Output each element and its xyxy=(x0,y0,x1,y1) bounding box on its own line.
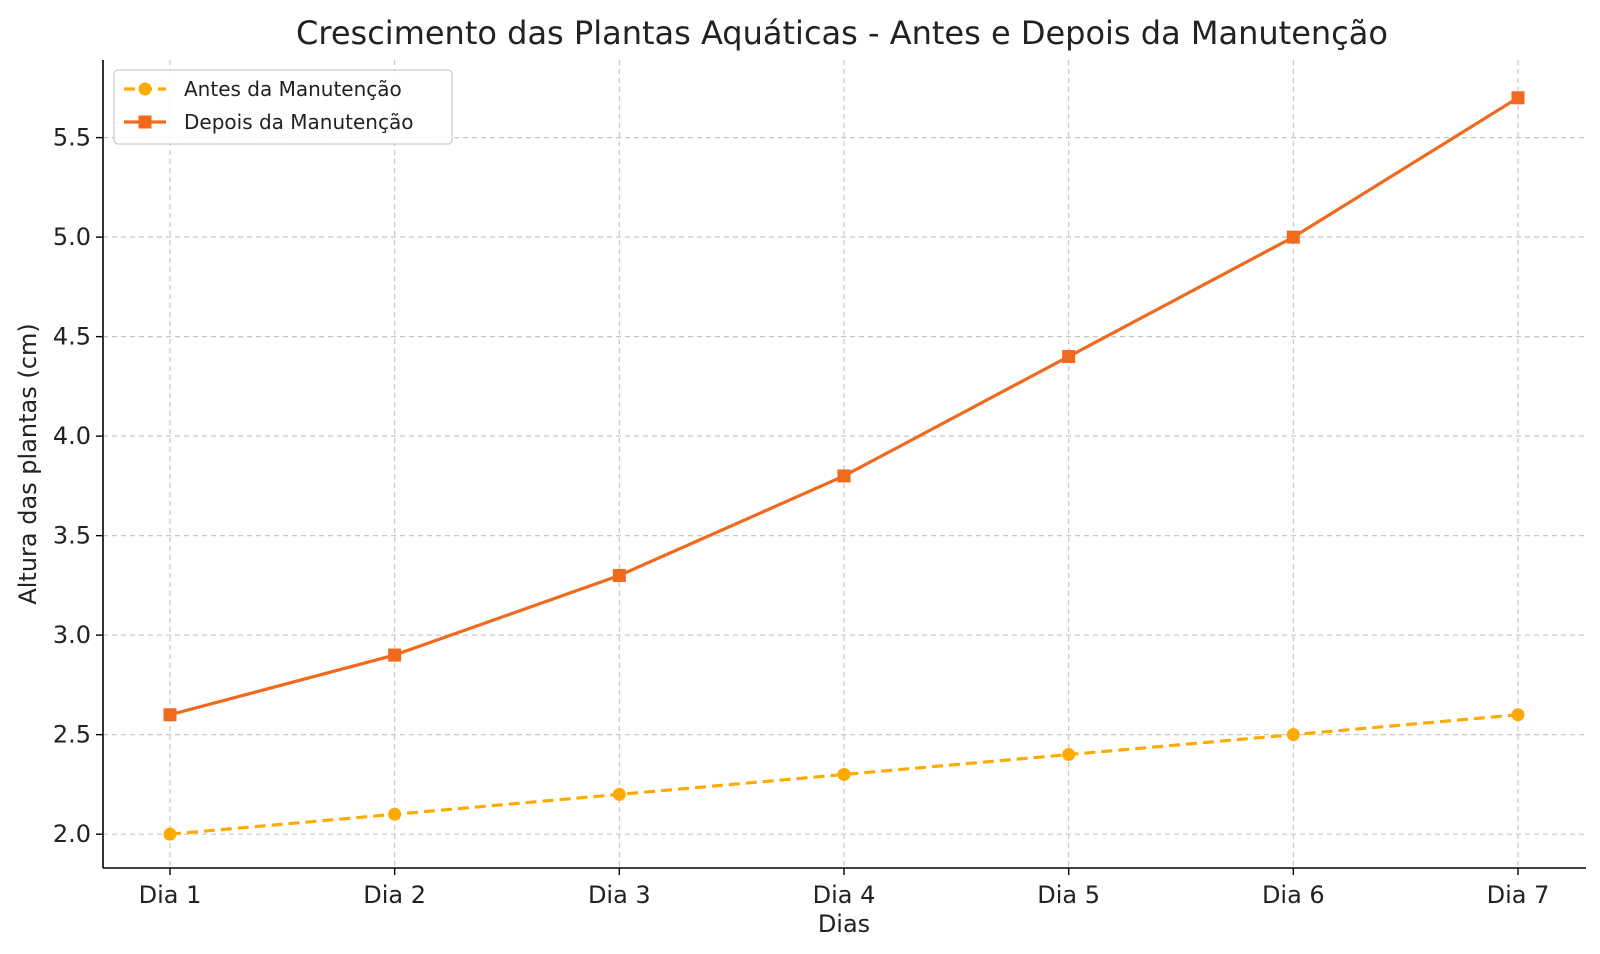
x-axis-label: Dias xyxy=(818,910,870,938)
chart-title: Crescimento das Plantas Aquáticas - Ante… xyxy=(296,14,1388,52)
y-tick-label: 2.5 xyxy=(53,721,91,749)
y-tick-label: 3.5 xyxy=(53,522,91,550)
series-layer xyxy=(163,91,1525,841)
x-tick-label: Dia 2 xyxy=(363,881,426,909)
legend-label: Antes da Manutenção xyxy=(184,77,402,101)
data-point xyxy=(1511,708,1525,722)
y-axis-ticks: 2.0 2.5 3.0 3.5 4.0 4.5 5.0 5.5 xyxy=(53,124,103,848)
data-point xyxy=(837,469,851,483)
data-point xyxy=(612,568,626,582)
y-tick-label: 2.0 xyxy=(53,820,91,848)
y-tick-label: 5.0 xyxy=(53,223,91,251)
data-point xyxy=(163,827,177,841)
grid-lines xyxy=(103,60,1586,868)
series-1 xyxy=(163,708,1525,841)
data-point xyxy=(1062,748,1076,762)
legend-item-2: Depois da Manutenção xyxy=(124,110,413,134)
y-axis-label: Altura das plantas (cm) xyxy=(14,323,42,604)
y-tick-label: 4.5 xyxy=(53,323,91,351)
legend-marker xyxy=(138,115,152,129)
x-axis-ticks: Dia 1 Dia 2 Dia 3 Dia 4 Dia 5 Dia 6 Dia 7 xyxy=(139,868,1550,909)
data-point xyxy=(1286,230,1300,244)
legend-marker xyxy=(138,82,152,96)
legend-label: Depois da Manutenção xyxy=(184,110,413,134)
x-tick-label: Dia 6 xyxy=(1262,881,1325,909)
legend-box xyxy=(113,69,453,145)
data-point xyxy=(837,767,851,781)
data-point xyxy=(388,807,402,821)
x-tick-label: Dia 1 xyxy=(139,881,202,909)
legend-item-1: Antes da Manutenção xyxy=(124,77,402,101)
data-point xyxy=(1286,728,1300,742)
data-point xyxy=(1511,91,1525,105)
data-point xyxy=(612,787,626,801)
data-point xyxy=(163,708,177,722)
legend: Antes da Manutenção Depois da Manutenção xyxy=(113,69,453,145)
x-tick-label: Dia 7 xyxy=(1487,881,1550,909)
y-tick-label: 3.0 xyxy=(53,621,91,649)
x-tick-label: Dia 4 xyxy=(813,881,876,909)
y-tick-label: 4.0 xyxy=(53,422,91,450)
x-tick-label: Dia 5 xyxy=(1037,881,1100,909)
series-2 xyxy=(163,91,1525,722)
x-tick-label: Dia 3 xyxy=(588,881,651,909)
data-point xyxy=(388,648,402,662)
data-point xyxy=(1062,350,1076,364)
y-tick-label: 5.5 xyxy=(53,124,91,152)
